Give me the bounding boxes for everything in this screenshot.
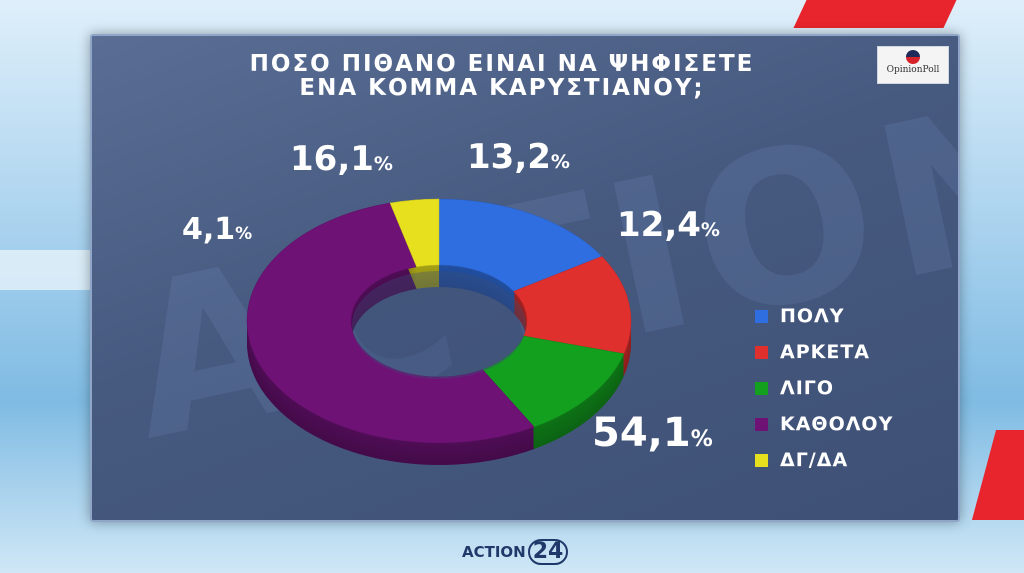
slice-δγ/δα (389, 198, 440, 268)
brand-number: 24 (527, 539, 569, 565)
opinionpoll-logo: OpinionPoll (877, 46, 949, 84)
legend-item-1: ΑΡΚΕΤΑ (755, 334, 893, 370)
background-stripe (0, 250, 90, 290)
legend-swatch (755, 345, 768, 359)
legend-swatch (755, 453, 768, 467)
data-label-0: 16,1% (290, 139, 393, 179)
legend-label: ΠΟΛΥ (780, 305, 845, 327)
legend-swatch (755, 417, 768, 431)
chart-legend: ΠΟΛΥ ΑΡΚΕΤΑ ΛΙΓΟ ΚΑΘΟΛΟΥ ΔΓ/ΔΑ (755, 298, 893, 478)
legend-item-3: ΚΑΘΟΛΟΥ (755, 406, 893, 442)
donut-hole (352, 271, 526, 379)
slice-καθολου (246, 202, 535, 444)
chart-title-line2: ΕΝΑ ΚΟΜΜΑ ΚΑΡΥΣΤΙΑΝΟΥ; (299, 75, 705, 101)
legend-label: ΚΑΘΟΛΟΥ (780, 413, 894, 435)
logo-text: OpinionPoll (886, 65, 940, 75)
brand-name: ACTION (462, 543, 526, 561)
data-label-1: 13,2% (467, 137, 570, 177)
legend-swatch (755, 309, 768, 323)
chart-panel: ACTION ΠΟΣΟ ΠΙΘΑΝΟ ΕΙΝΑΙ ΝΑ ΨΗΦΙΣΕΤΕ ΕΝΑ… (90, 34, 960, 522)
action24-logo: ACTION 24 (462, 537, 569, 567)
legend-label: ΔΓ/ΔΑ (780, 449, 849, 471)
legend-item-4: ΔΓ/ΔΑ (755, 442, 893, 478)
logo-mark-icon (906, 50, 920, 64)
data-label-3: 54,1% (592, 410, 713, 456)
slice-πολυ (438, 198, 603, 292)
percent-sign: % (551, 151, 570, 173)
legend-swatch (755, 381, 768, 395)
legend-label: ΛΙΓΟ (780, 377, 835, 399)
percent-sign: % (374, 153, 393, 175)
percent-sign: % (235, 224, 252, 244)
chart-title: ΠΟΣΟ ΠΙΘΑΝΟ ΕΙΝΑΙ ΝΑ ΨΗΦΙΣΕΤΕ ΕΝΑ ΚΟΜΜΑ … (242, 52, 762, 100)
legend-item-0: ΠΟΛΥ (755, 298, 893, 334)
legend-label: ΑΡΚΕΤΑ (780, 341, 870, 363)
background-accent-right (971, 430, 1024, 520)
data-label-2: 12,4% (617, 205, 720, 245)
legend-item-2: ΛΙΓΟ (755, 370, 893, 406)
chart-title-line1: ΠΟΣΟ ΠΙΘΑΝΟ ΕΙΝΑΙ ΝΑ ΨΗΦΙΣΕΤΕ (249, 51, 755, 77)
percent-sign: % (701, 219, 720, 241)
data-label-4: 4,1% (182, 212, 252, 247)
background-accent-top (793, 0, 957, 28)
percent-sign: % (691, 427, 713, 452)
donut-chart: 16,1% 13,2% 12,4% 54,1% 4,1% (182, 137, 720, 465)
